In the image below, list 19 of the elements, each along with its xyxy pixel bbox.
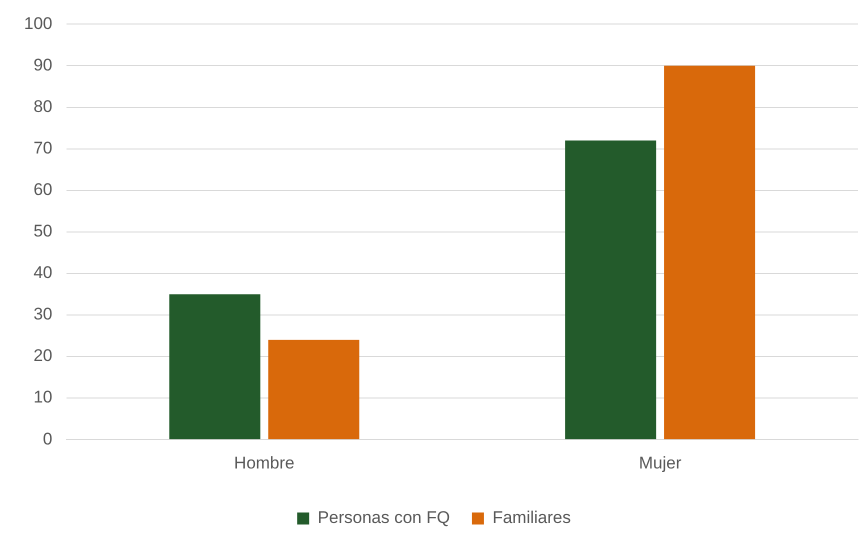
bar xyxy=(169,294,260,440)
y-tick-label: 30 xyxy=(33,304,52,324)
y-tick-label: 50 xyxy=(33,222,52,241)
y-tick-label: 40 xyxy=(33,263,52,282)
legend-label: Familiares xyxy=(492,508,571,528)
bar xyxy=(268,340,360,440)
y-tick-label: 60 xyxy=(33,180,52,200)
y-tick-label: 20 xyxy=(33,346,52,366)
legend-label: Personas con FQ xyxy=(318,508,450,528)
y-tick-label: 90 xyxy=(33,55,52,74)
bar xyxy=(565,140,656,440)
bar xyxy=(664,66,756,440)
x-tick-label: Hombre xyxy=(234,453,295,472)
y-tick-label: 10 xyxy=(33,388,52,407)
y-tick-label: 80 xyxy=(33,96,52,116)
y-tick-label: 0 xyxy=(42,429,52,448)
y-tick-label: 100 xyxy=(24,14,52,33)
x-tick-label: Mujer xyxy=(638,453,682,472)
y-tick-label: 70 xyxy=(33,138,52,158)
